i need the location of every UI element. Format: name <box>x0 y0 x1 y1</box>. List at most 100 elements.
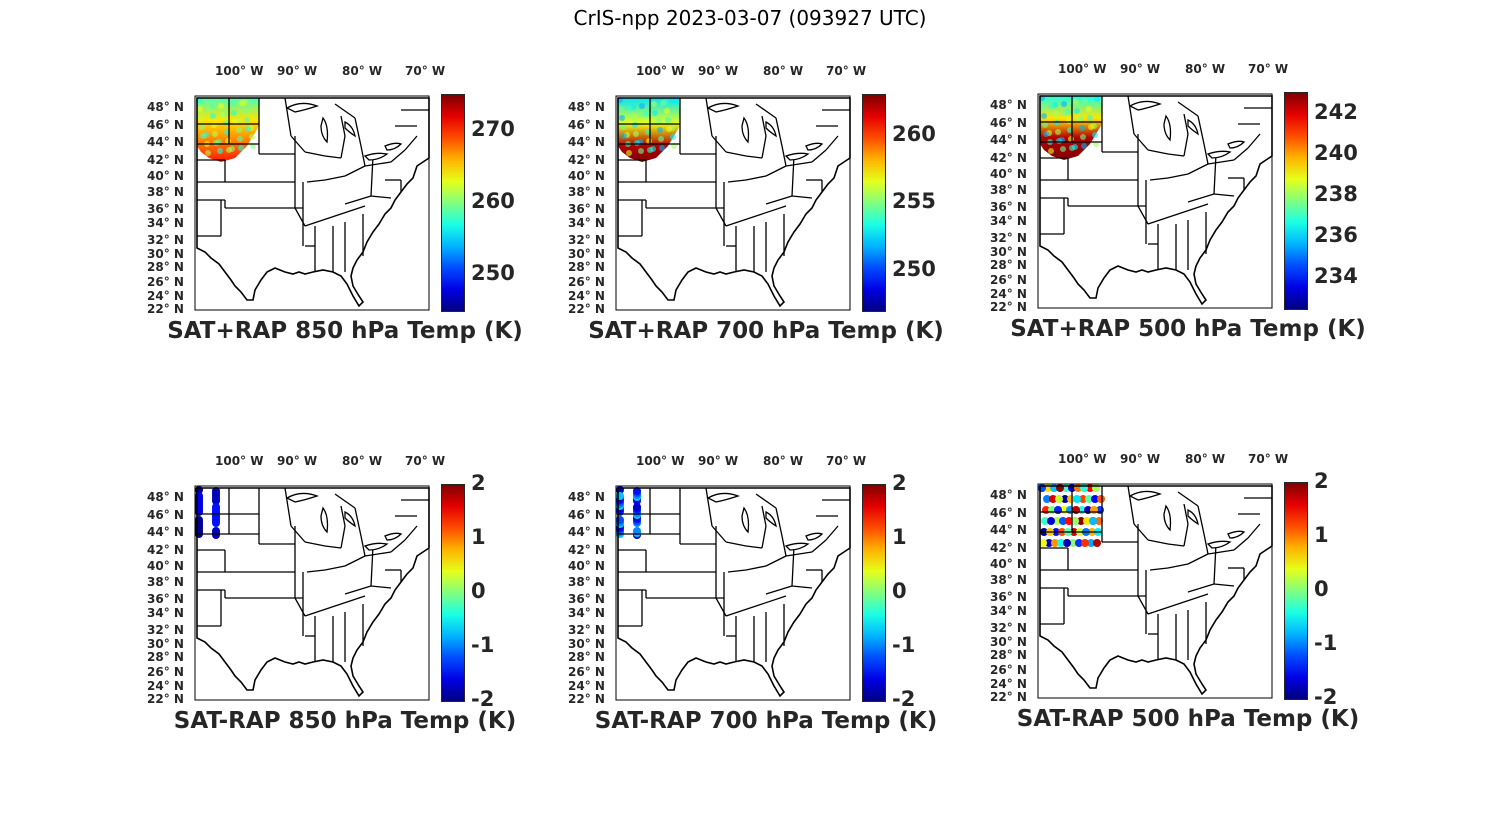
data-point <box>1055 129 1061 135</box>
data-point <box>218 103 224 109</box>
lat-label: 26° N <box>568 665 605 679</box>
lon-label: 70° W <box>826 454 867 468</box>
lat-label: 42° N <box>990 541 1027 555</box>
state-boundary <box>354 507 362 537</box>
lat-label: 32° N <box>990 231 1027 245</box>
data-point <box>670 134 676 140</box>
data-point <box>620 124 626 130</box>
colorbar-tick-label: -2 <box>471 687 495 711</box>
colorbar-tick-label: -1 <box>892 633 916 657</box>
lon-label: 90° W <box>698 454 739 468</box>
lat-label: 28° N <box>147 650 184 664</box>
data-point <box>237 136 243 142</box>
lat-label: 24° N <box>568 289 605 303</box>
state-boundary <box>761 525 767 549</box>
state-boundary <box>781 535 787 557</box>
colorbar-tick-label: 2 <box>471 471 486 495</box>
colorbar-tick-label: 2 <box>1314 469 1329 493</box>
lat-label: 24° N <box>990 287 1027 301</box>
data-point <box>1088 124 1094 130</box>
data-point <box>210 113 216 119</box>
colorbar <box>1284 92 1308 310</box>
lat-label: 30° N <box>990 635 1027 649</box>
data-point <box>1040 104 1046 110</box>
data-point <box>1045 539 1053 547</box>
map-frame <box>615 95 851 311</box>
colorbar-tick-label: 1 <box>471 525 486 549</box>
colorbar-tick-label: 250 <box>892 256 936 281</box>
lake-outline <box>1187 508 1199 526</box>
lat-label: 30° N <box>990 245 1027 259</box>
lake-outline <box>320 506 329 534</box>
state-boundary <box>811 539 827 553</box>
state-boundary <box>1183 133 1189 157</box>
state-boundary <box>354 117 362 147</box>
data-point <box>1061 101 1067 107</box>
lat-label: 38° N <box>568 185 605 199</box>
lat-label: 34° N <box>147 216 184 230</box>
data-point <box>1049 103 1055 109</box>
data-point <box>206 105 212 111</box>
data-point <box>621 133 627 139</box>
state-boundary <box>290 525 306 543</box>
lat-label: 26° N <box>990 663 1027 677</box>
data-point <box>1043 495 1051 503</box>
data-point <box>652 110 658 116</box>
lat-label: 32° N <box>147 233 184 247</box>
state-boundary <box>1167 153 1185 157</box>
state-boundary <box>334 493 356 509</box>
state-boundary <box>1207 159 1235 165</box>
map-frame <box>194 95 430 311</box>
state-boundary <box>1233 537 1249 551</box>
data-point <box>665 117 671 123</box>
coastline <box>1039 485 1273 696</box>
state-boundary <box>1127 485 1135 525</box>
panel-caption: SAT+RAP 700 hPa Temp (K) <box>588 318 944 344</box>
lake-outline <box>344 510 356 528</box>
panel-sat-rap-700-combined: 100° W 90° W 80° W 70° W 48° N 46° N 44° N 42° … <box>546 62 986 382</box>
lake-outline <box>765 510 777 528</box>
data-point <box>195 492 203 500</box>
data-point <box>1094 96 1100 102</box>
state-boundary <box>344 165 366 177</box>
state-boundary <box>1147 539 1169 545</box>
state-boundary <box>1213 583 1235 587</box>
state-boundary <box>1203 533 1209 555</box>
lat-label: 48° N <box>990 488 1027 502</box>
state-boundary <box>1183 503 1189 525</box>
state-boundary <box>1137 595 1149 615</box>
lake-outline <box>805 142 824 151</box>
colorbar <box>862 484 886 702</box>
state-boundary <box>1187 163 1209 175</box>
state-boundary <box>1213 153 1217 195</box>
data-point <box>199 124 205 130</box>
data-point <box>1091 495 1099 503</box>
lat-label: 36° N <box>990 200 1027 214</box>
map-canvas <box>1037 93 1273 309</box>
data-point <box>627 105 633 111</box>
colorbar-tick-label: 0 <box>892 579 907 603</box>
state-boundary <box>1147 203 1209 225</box>
map-frame <box>194 485 430 701</box>
lat-label: 36° N <box>568 592 605 606</box>
state-boundary <box>725 595 787 617</box>
state-boundary <box>1133 133 1149 151</box>
map-group <box>615 95 851 311</box>
state-boundary <box>304 595 366 617</box>
colorbar-tick-label: -1 <box>1314 631 1338 655</box>
data-point <box>212 503 220 511</box>
lat-label: 32° N <box>568 623 605 637</box>
data-point <box>1082 98 1088 104</box>
lat-label: 28° N <box>568 260 605 274</box>
lat-label: 38° N <box>568 575 605 589</box>
lon-label: 100° W <box>215 454 264 468</box>
data-point <box>1072 506 1080 514</box>
data-point <box>236 127 242 133</box>
state-boundary <box>334 103 356 119</box>
lon-label: 90° W <box>277 64 318 78</box>
panel-caption: SAT-RAP 500 hPa Temp (K) <box>1016 706 1360 732</box>
state-boundary <box>765 555 787 567</box>
colorbar-tick-label: 238 <box>1314 181 1358 206</box>
lat-label: 40° N <box>568 559 605 573</box>
map-frame <box>1037 483 1273 699</box>
